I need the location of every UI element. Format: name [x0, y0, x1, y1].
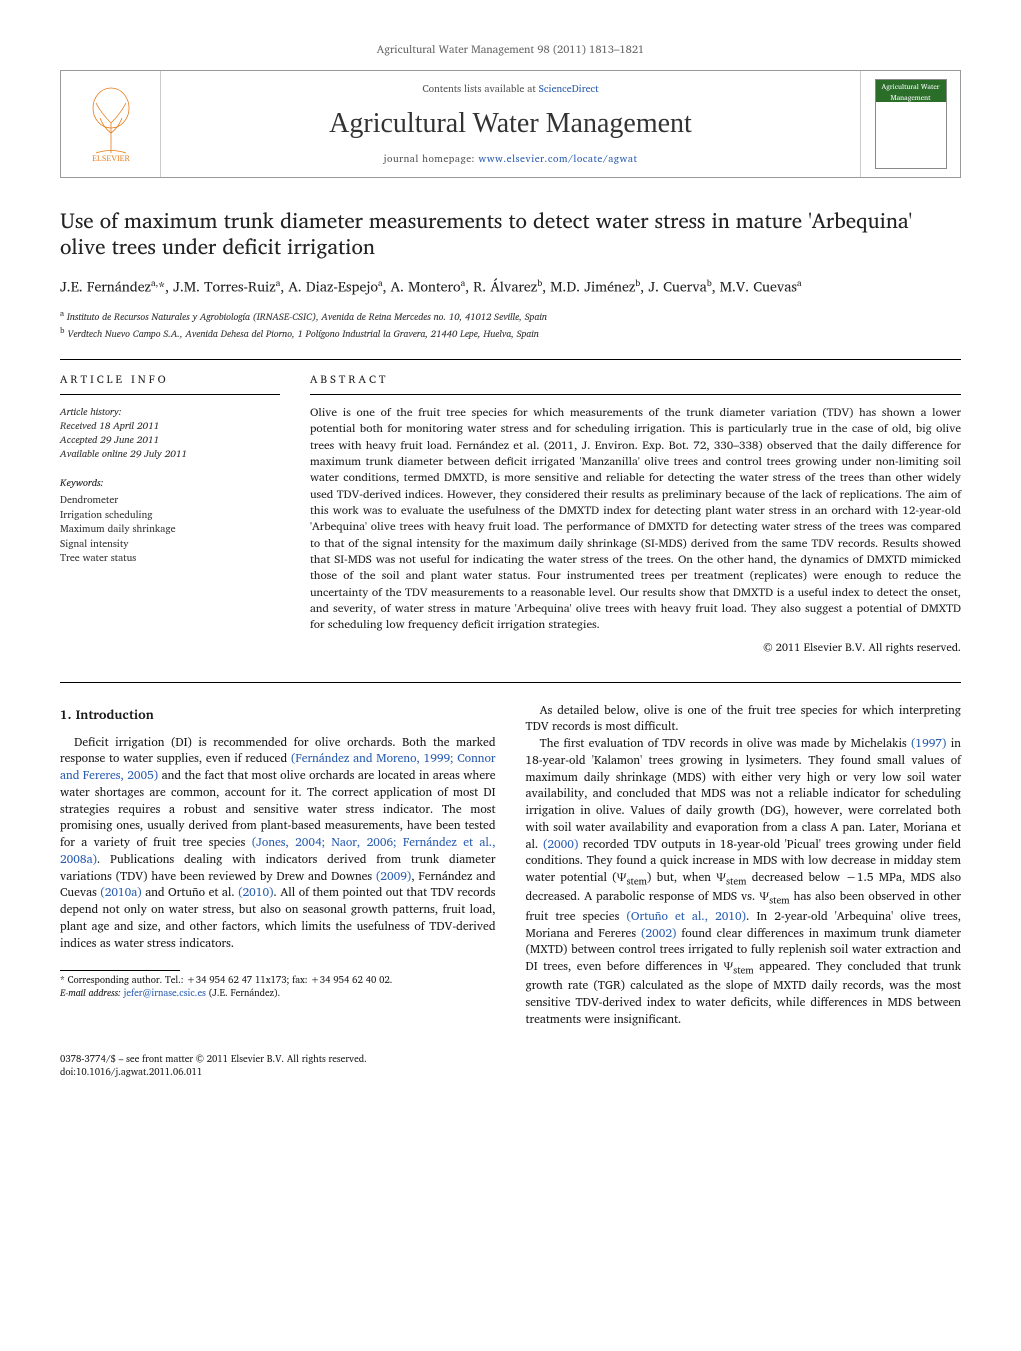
footer-copyright: 0378-3774/$ – see front matter © 2011 El…	[60, 1053, 961, 1080]
article-history: Article history: Received 18 April 2011 …	[60, 405, 280, 461]
affiliations: a Instituto de Recursos Naturales y Agro…	[60, 308, 961, 341]
journal-cover-thumb: Agricultural Water Management	[860, 71, 960, 177]
affiliation-a: Instituto de Recursos Naturales y Agrobi…	[67, 310, 547, 325]
divider	[60, 359, 961, 360]
journal-title: Agricultural Water Management	[161, 108, 860, 140]
journal-masthead: ELSEVIER Contents lists available at Sci…	[60, 70, 961, 178]
citation-link[interactable]: (Fernández and Moreno, 1999; Connor and …	[60, 749, 495, 785]
keyword-item: Irrigation scheduling	[60, 508, 280, 523]
keywords-label: Keywords:	[60, 475, 280, 491]
journal-homepage-link[interactable]: www.elsevier.com/locate/agwat	[478, 151, 637, 167]
keywords-list: DendrometerIrrigation schedulingMaximum …	[60, 493, 280, 566]
body-text-right: As detailed below, olive is one of the f…	[526, 703, 962, 1029]
citation-link[interactable]: (1997)	[911, 734, 946, 753]
keyword-item: Dendrometer	[60, 493, 280, 508]
keyword-item: Signal intensity	[60, 537, 280, 552]
article-title: Use of maximum trunk diameter measuremen…	[60, 208, 961, 261]
body-paragraph: Deficit irrigation (DI) is recommended f…	[60, 735, 496, 953]
journal-cover-icon: Agricultural Water Management	[875, 79, 947, 169]
article-info-label: article info	[60, 370, 280, 388]
sciencedirect-link[interactable]: ScienceDirect	[539, 81, 599, 97]
publisher-logo: ELSEVIER	[61, 71, 161, 177]
divider	[60, 682, 961, 683]
citation-link[interactable]: (2010a)	[100, 883, 141, 902]
citation-link[interactable]: (Jones, 2004; Naor, 2006; Fernández et a…	[60, 833, 496, 869]
citation-link[interactable]: (2002)	[641, 924, 676, 943]
article-info-column: article info Article history: Received 1…	[60, 370, 280, 656]
abstract-copyright: © 2011 Elsevier B.V. All rights reserved…	[310, 638, 961, 656]
citation-link[interactable]: (2009)	[376, 867, 411, 886]
keyword-item: Maximum daily shrinkage	[60, 522, 280, 537]
abstract-column: abstract Olive is one of the fruit tree …	[310, 370, 961, 656]
footnote-rule	[60, 970, 180, 971]
abstract-text: Olive is one of the fruit tree species f…	[310, 405, 961, 634]
section-heading-introduction: 1. Introduction	[60, 703, 496, 725]
body-column-left: 1. Introduction Deficit irrigation (DI) …	[60, 703, 496, 1029]
keyword-item: Tree water status	[60, 551, 280, 566]
svg-text:ELSEVIER: ELSEVIER	[92, 154, 130, 163]
citation-link[interactable]: (2010)	[238, 883, 273, 902]
contents-available-line: Contents lists available at ScienceDirec…	[161, 81, 860, 97]
citation-link[interactable]: (2000)	[543, 835, 578, 854]
abstract-label: abstract	[310, 370, 961, 388]
corresponding-author-footnote: * Corresponding author. Tel.: +34 954 62…	[60, 975, 496, 1001]
affiliation-b: Verdtech Nuevo Campo S.A., Avenida Dehes…	[67, 327, 539, 342]
elsevier-tree-icon: ELSEVIER	[76, 83, 146, 165]
corresponding-email-link[interactable]: jefer@irnase.csic.es	[124, 986, 206, 1001]
body-column-right: As detailed below, olive is one of the f…	[526, 703, 962, 1029]
journal-homepage-line: journal homepage: www.elsevier.com/locat…	[161, 151, 860, 167]
running-header: Agricultural Water Management 98 (2011) …	[60, 40, 961, 58]
body-text-left: Deficit irrigation (DI) is recommended f…	[60, 735, 496, 953]
body-paragraph: As detailed below, olive is one of the f…	[526, 703, 962, 737]
body-paragraph: The first evaluation of TDV records in o…	[526, 736, 962, 1028]
author-list: J.E. Fernándeza,*, J.M. Torres-Ruiza, A.…	[60, 275, 961, 299]
